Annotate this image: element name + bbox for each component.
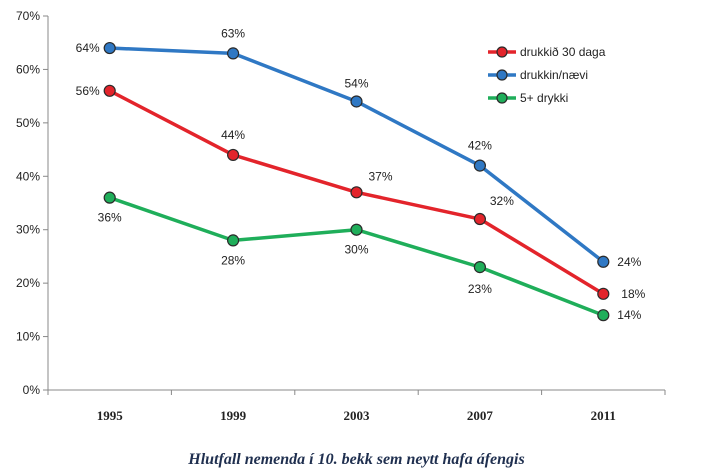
data-point <box>227 148 240 162</box>
y-tick-label: 70% <box>16 9 40 23</box>
legend: drukkið 30 daga drukkin/nævi 5+ drykki <box>488 45 606 105</box>
y-tick-label: 0% <box>23 383 41 397</box>
data-label: 36% <box>98 211 122 225</box>
data-point <box>350 186 363 199</box>
data-point <box>473 261 486 274</box>
data-point <box>103 84 116 97</box>
legend-label: drukkið 30 daga <box>520 45 606 59</box>
legend-marker <box>496 46 508 58</box>
y-tick-label: 60% <box>16 62 40 76</box>
y-tick-label: 10% <box>16 330 40 344</box>
x-tick-label: 2003 <box>344 408 371 423</box>
y-tick-label: 50% <box>16 116 40 130</box>
data-point <box>473 212 486 226</box>
data-point <box>350 223 363 236</box>
x-tick-label: 2007 <box>467 408 494 423</box>
data-label: 54% <box>344 76 368 90</box>
data-label: 14% <box>617 308 641 322</box>
y-tick-label: 20% <box>16 276 40 290</box>
data-point <box>227 234 240 247</box>
data-label: 18% <box>621 287 645 301</box>
y-tick-label: 30% <box>16 223 40 237</box>
data-point <box>103 41 116 55</box>
data-point <box>473 159 486 172</box>
data-label: 28% <box>221 253 245 267</box>
legend-marker <box>496 69 508 81</box>
x-tick-label: 1999 <box>220 408 247 423</box>
data-point <box>350 95 363 108</box>
legend-label: 5+ drykki <box>520 91 568 105</box>
data-point <box>227 47 240 60</box>
chart-caption: Hlutfall nemenda í 10. bekk sem neytt ha… <box>188 451 525 468</box>
data-label: 37% <box>368 169 392 183</box>
data-label: 24% <box>617 255 641 269</box>
data-point <box>597 287 610 300</box>
data-label: 64% <box>76 41 100 55</box>
line-chart: 0% 10% 20% 30% 40% 50% 60% 70% 1995 1999 2003 2007 2… <box>16 9 666 423</box>
x-tick-label: 1995 <box>97 408 124 423</box>
data-label: 30% <box>344 243 368 257</box>
data-label: 23% <box>468 282 492 296</box>
data-label: 44% <box>221 128 245 142</box>
data-labels: 56% 44% 37% 32% 18% 64% 63% 54% 42% 24% 36% 28% 30% 2… <box>76 26 646 322</box>
data-label: 63% <box>221 26 245 40</box>
data-point <box>597 309 610 322</box>
data-label: 56% <box>76 84 100 98</box>
data-point <box>597 255 610 268</box>
x-tick-label: 2011 <box>591 408 616 423</box>
legend-marker <box>496 92 508 104</box>
data-label: 42% <box>468 139 492 153</box>
series-layer <box>103 41 610 322</box>
y-tick-label: 40% <box>16 169 40 183</box>
data-label: 32% <box>490 194 514 208</box>
axes: 0% 10% 20% 30% 40% 50% 60% 70% 1995 1999 2003 2007 2… <box>16 9 666 423</box>
legend-label: drukkin/nævi <box>520 68 588 82</box>
data-point <box>103 191 116 204</box>
